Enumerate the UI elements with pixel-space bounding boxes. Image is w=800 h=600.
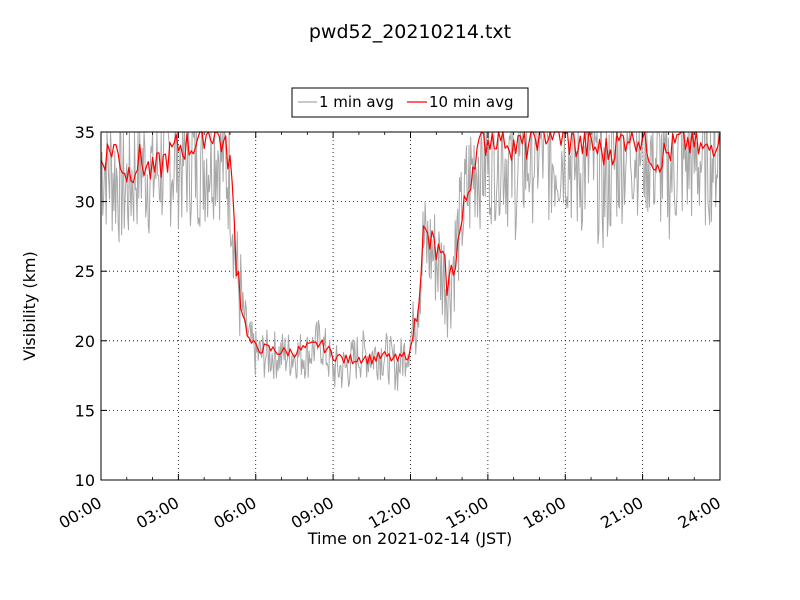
axis-ticks: 00:00 03:00 06:00 09:00 12:00 15:00 18:00 21:00… <box>56 123 724 533</box>
x-tick-label: 09:00 <box>288 493 337 533</box>
legend: 1 min avg 10 min avg <box>291 87 529 118</box>
plot-series <box>100 131 721 391</box>
y-tick-label: 25 <box>75 262 95 281</box>
y-tick-label: 10 <box>75 471 95 490</box>
y-tick-label: 30 <box>75 193 95 212</box>
x-tick-label: 06:00 <box>210 493 259 533</box>
chart-title: pwd52_20210214.txt <box>309 21 511 43</box>
series-line-1-min-avg <box>100 131 721 391</box>
legend-label-10-min-avg: 10 min avg <box>429 93 514 111</box>
legend-label-1-min-avg: 1 min avg <box>319 93 394 111</box>
x-tick-label: 00:00 <box>56 493 105 533</box>
x-tick-label: 24:00 <box>675 493 724 533</box>
y-axis-label: Visibility (km) <box>20 251 39 360</box>
x-tick-label: 15:00 <box>442 493 491 533</box>
y-tick-label: 15 <box>75 401 95 420</box>
series-line-10-min-avg <box>100 131 721 365</box>
x-tick-label: 12:00 <box>365 493 414 533</box>
x-tick-label: 03:00 <box>133 493 182 533</box>
y-tick-label: 35 <box>75 123 95 142</box>
x-tick-label: 18:00 <box>520 493 569 533</box>
y-tick-label: 20 <box>75 332 95 351</box>
x-axis-label: Time on 2021-02-14 (JST) <box>307 529 512 548</box>
x-tick-label: 21:00 <box>597 493 646 533</box>
grid <box>101 132 720 480</box>
